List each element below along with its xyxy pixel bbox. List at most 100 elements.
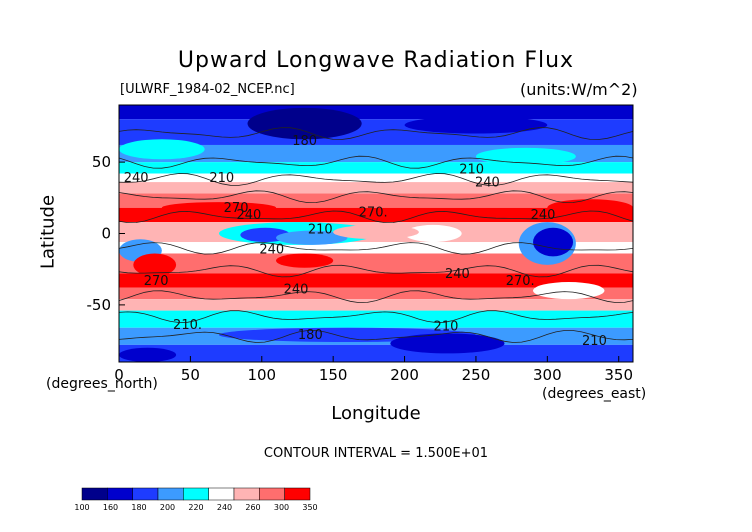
contour-lines <box>119 127 633 343</box>
colorbar-swatch <box>81 487 108 501</box>
contour-label: 240 <box>237 208 262 223</box>
contour-label: 210. <box>173 318 202 333</box>
contour-line <box>119 155 633 169</box>
colorbar: 100 160 180 200 220 240 260 300 350 <box>74 487 318 512</box>
lat-band <box>119 173 633 183</box>
x-tick-label: 350 <box>604 366 633 384</box>
contour-label: 210 <box>582 334 607 349</box>
units-label: (units:W/m^2) <box>520 80 638 99</box>
region-patch <box>404 224 462 243</box>
region-patch <box>533 227 574 257</box>
colorbar-tick-label: 350 <box>302 503 317 512</box>
contour-label: 270 <box>144 274 169 289</box>
colorbar-swatch <box>157 487 184 501</box>
contour-line <box>119 264 633 278</box>
region-patch <box>475 147 576 165</box>
colorbar-tick-label: 300 <box>274 503 289 512</box>
contour-line <box>119 242 633 255</box>
x-tick-label: 0 <box>114 366 124 384</box>
lat-band <box>119 310 633 328</box>
colorbar-tick-label: 200 <box>160 503 175 512</box>
region-patch <box>119 347 177 362</box>
chart-title: Upward Longwave Radiation Flux <box>177 48 575 73</box>
contour-label: 270. <box>506 274 535 289</box>
region-patch <box>276 230 348 245</box>
region-patch <box>404 116 548 134</box>
heatmap-bands <box>119 105 633 362</box>
contour-label: 240 <box>259 242 284 257</box>
contour-label: 240 <box>445 267 470 282</box>
y-ticks: 50 0 -50 <box>87 153 125 314</box>
y-tick-label: 50 <box>92 153 111 171</box>
contour-label: 180 <box>298 328 323 343</box>
colorbar-tick-label: 240 <box>217 503 232 512</box>
x-unit-label: (degrees_east) <box>542 386 647 402</box>
contour-interval-label: CONTOUR INTERVAL = 1.500E+01 <box>263 446 489 461</box>
colorbar-swatch <box>284 487 311 501</box>
colorbar-tick-label: 220 <box>188 503 203 512</box>
lat-band <box>119 273 633 288</box>
region-patch <box>533 282 605 300</box>
x-tick-label: 250 <box>462 366 491 384</box>
region-patch <box>390 333 505 354</box>
contour-line <box>119 127 633 140</box>
region-patch <box>333 224 419 240</box>
contour-label: 270. <box>359 205 388 220</box>
contour-label: 180 <box>292 134 317 149</box>
y-tick-label: -50 <box>87 296 112 314</box>
colorbar-swatch <box>107 487 133 501</box>
colorbar-tick-label: 160 <box>103 503 118 512</box>
colorbar-swatch <box>183 487 209 501</box>
colorbar-swatch <box>259 487 285 501</box>
contour-label: 210 <box>209 171 234 186</box>
x-tick-label: 100 <box>247 366 276 384</box>
y-tick-label: 0 <box>101 225 111 243</box>
region-patch <box>133 253 177 277</box>
heatmap-blobs <box>119 107 633 362</box>
contour-label: 240 <box>475 175 500 190</box>
contour-line <box>119 210 633 224</box>
contour-label: 240 <box>531 208 556 223</box>
region-patch <box>547 199 633 217</box>
contour-line <box>119 330 633 343</box>
region-patch <box>276 253 334 268</box>
region-patch <box>119 139 205 160</box>
lat-band <box>119 182 633 194</box>
colorbar-tick-label: 180 <box>131 503 146 512</box>
contour-line <box>119 190 633 204</box>
x-tick-label: 200 <box>390 366 419 384</box>
x-tick-label: 50 <box>181 366 200 384</box>
region-patch <box>247 107 362 140</box>
contour-label: 240 <box>124 171 149 186</box>
contour-label: 270 <box>224 201 249 216</box>
lat-band <box>119 344 633 362</box>
contour-label: 210 <box>308 223 333 238</box>
lat-band <box>119 119 633 145</box>
contour-label: 240 <box>284 282 309 297</box>
contour-line <box>119 290 633 304</box>
lat-band <box>119 299 633 311</box>
colorbar-swatch <box>208 487 235 501</box>
file-label: [ULWRF_1984-02_NCEP.nc] <box>120 82 295 97</box>
x-tick-label: 150 <box>319 366 348 384</box>
contour-label: 210 <box>434 320 459 335</box>
contour-line <box>119 173 633 186</box>
x-axis-label: Longitude <box>331 403 421 424</box>
colorbar-tick-label: 260 <box>245 503 260 512</box>
lat-band <box>119 287 633 300</box>
region-patch <box>161 202 277 214</box>
contour-line <box>119 310 633 323</box>
colorbar-swatch <box>233 487 260 501</box>
colorbar-swatch <box>132 487 159 501</box>
x-tick-label: 300 <box>533 366 562 384</box>
lat-band <box>119 253 633 274</box>
contour-label: 210 <box>459 163 484 178</box>
y-unit-label: (degrees_north) <box>46 376 158 392</box>
x-ticks: 0 50 100 150 200 250 300 350 <box>114 356 633 384</box>
lat-band <box>119 105 633 120</box>
lat-band <box>119 242 633 254</box>
colorbar-tick-label: 100 <box>74 503 89 512</box>
lat-band <box>119 162 633 174</box>
